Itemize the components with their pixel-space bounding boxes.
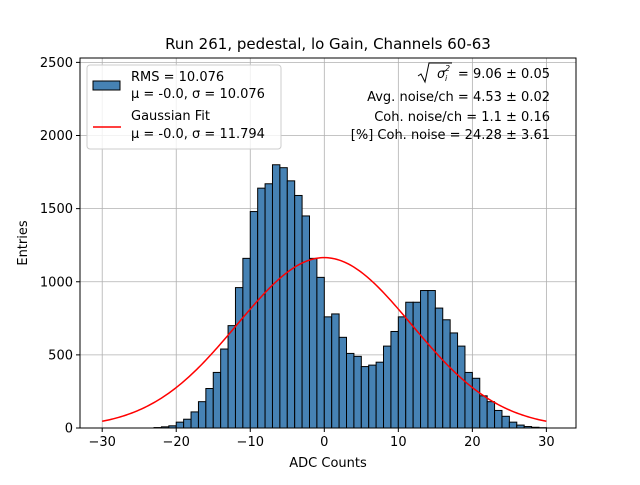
histogram-bar — [435, 308, 442, 428]
y-tick-label: 2500 — [40, 56, 73, 71]
sigma-sum-value: = 9.06 ± 0.05 — [458, 67, 550, 82]
histogram-bar — [221, 349, 228, 428]
histogram-bar — [354, 356, 361, 428]
histogram-bar — [472, 378, 479, 428]
y-tick-label: 0 — [65, 422, 73, 437]
histogram-bar — [295, 195, 302, 428]
histogram-bar — [198, 402, 205, 428]
chart-title: Run 261, pedestal, lo Gain, Channels 60-… — [165, 35, 491, 53]
histogram-bar — [339, 337, 346, 428]
legend-rms-label: RMS = 10.076 — [131, 70, 224, 85]
histogram-bar — [176, 422, 183, 428]
histogram-bar — [309, 258, 316, 428]
histogram-bar — [450, 333, 457, 428]
histogram-bar — [191, 412, 198, 428]
histogram-bar — [413, 302, 420, 428]
histogram-bar — [391, 331, 398, 428]
histogram-bar — [213, 372, 220, 428]
histogram-bar — [465, 372, 472, 428]
x-axis-label: ADC Counts — [289, 456, 367, 471]
histogram-bar — [369, 365, 376, 428]
histogram-bar — [317, 277, 324, 428]
histogram-bar — [272, 165, 279, 428]
histogram-bar — [280, 168, 287, 428]
histogram-bar — [361, 367, 368, 428]
y-axis-label: Entries — [16, 220, 31, 266]
histogram-bar — [228, 326, 235, 428]
legend-histogram-swatch — [93, 81, 120, 90]
x-tick-label: 0 — [320, 435, 328, 450]
x-tick-label: 10 — [390, 435, 407, 450]
histogram-bar — [184, 419, 191, 428]
y-tick-label: 1500 — [40, 202, 73, 217]
x-tick-label: −20 — [163, 435, 190, 450]
histogram-bar — [332, 314, 339, 428]
histogram-bar — [287, 181, 294, 428]
histogram-bar — [258, 188, 265, 428]
histogram-bar — [480, 396, 487, 428]
histogram-bar — [487, 402, 494, 428]
histogram-bar — [324, 317, 331, 428]
x-tick-label: −10 — [237, 435, 264, 450]
sigma-superscript: 2 — [445, 64, 450, 73]
histogram-bar — [509, 422, 516, 428]
x-tick-label: −30 — [88, 435, 115, 450]
histogram-bar — [243, 258, 250, 428]
histogram-bar — [398, 317, 405, 428]
legend-fit-label: Gaussian Fit — [131, 109, 210, 124]
x-tick-label: 20 — [464, 435, 481, 450]
legend: RMS = 10.076 μ = -0.0, σ = 10.076 Gaussi… — [87, 65, 281, 149]
y-tick-label: 1000 — [40, 275, 73, 290]
histogram-bar — [250, 212, 257, 428]
coherent-noise-percent: [%] Coh. noise = 24.28 ± 3.61 — [351, 128, 550, 143]
histogram-bar — [347, 353, 354, 428]
y-tick-label: 2000 — [40, 129, 73, 144]
histogram-bar — [302, 216, 309, 428]
histogram-bar — [428, 291, 435, 428]
avg-noise-per-channel: Avg. noise/ch = 4.53 ± 0.02 — [367, 90, 550, 105]
coherent-noise-per-channel: Coh. noise/ch = 1.1 ± 0.16 — [374, 110, 550, 125]
x-tick-label: 30 — [538, 435, 555, 450]
histogram-bar — [206, 389, 213, 428]
histogram-bar — [443, 320, 450, 428]
legend-fit-stats: μ = -0.0, σ = 11.794 — [131, 127, 265, 142]
histogram-bar — [458, 346, 465, 428]
histogram-bar — [421, 291, 428, 428]
y-tick-label: 500 — [48, 348, 73, 363]
legend-rms-stats: μ = -0.0, σ = 10.076 — [131, 87, 265, 102]
histogram-bar — [235, 288, 242, 428]
histogram-bar — [502, 416, 509, 428]
histogram-bar — [495, 410, 502, 428]
histogram-bar — [384, 346, 391, 428]
histogram-bar — [376, 362, 383, 428]
histogram-bar — [265, 184, 272, 428]
